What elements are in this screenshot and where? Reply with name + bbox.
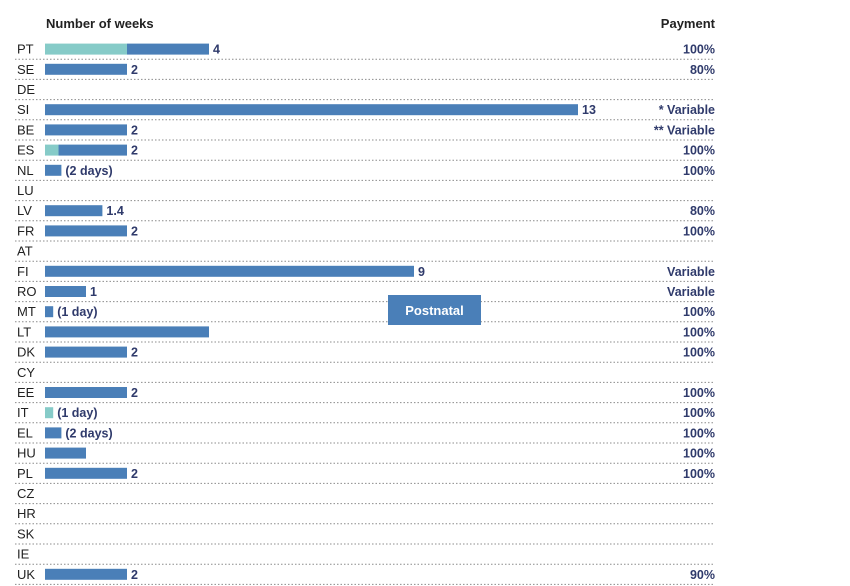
bar-main-be: [45, 124, 127, 136]
country-label-cy: CY: [17, 365, 35, 380]
country-label-be: BE: [17, 122, 35, 137]
payment-dk: 100%: [683, 346, 715, 360]
bar-main-se: [45, 63, 127, 75]
payment-it: 100%: [683, 406, 715, 420]
country-label-mt: MT: [17, 304, 36, 319]
value-label-pt: 4: [213, 43, 220, 57]
bar-main-si: [45, 104, 578, 116]
value-label-fr: 2: [131, 224, 138, 238]
payment-fi: Variable: [667, 265, 715, 279]
value-label-se: 2: [131, 63, 138, 77]
country-label-pl: PL: [17, 466, 33, 481]
value-label-ee: 2: [131, 386, 138, 400]
bar-main-nl: [45, 164, 62, 176]
bar-main-fi: [45, 265, 414, 277]
bar-secondary-pt: [45, 43, 127, 55]
value-label-uk: 2: [131, 568, 138, 582]
bar-main-es: [58, 144, 127, 156]
value-label-dk: 2: [131, 346, 138, 360]
payment-ee: 100%: [683, 386, 715, 400]
bar-main-lv: [45, 205, 103, 217]
value-label-lv: 1.4: [106, 204, 123, 218]
country-label-ro: RO: [17, 284, 37, 299]
payment-uk: 90%: [690, 568, 715, 582]
value-label-pl: 2: [131, 467, 138, 481]
bar-main-hu: [45, 447, 86, 459]
bar-main-lt: [45, 326, 209, 338]
payment-pt: 100%: [683, 43, 715, 57]
payment-mt: 100%: [683, 305, 715, 319]
payment-hu: 100%: [683, 447, 715, 461]
country-label-at: AT: [17, 244, 33, 259]
bar-secondary-it: [45, 407, 54, 419]
payment-se: 80%: [690, 63, 715, 77]
legend-postnatal: Postnatal: [388, 295, 481, 325]
country-label-cz: CZ: [17, 486, 34, 501]
payment-header: Payment: [661, 16, 716, 31]
value-label-es: 2: [131, 144, 138, 158]
value-label-el: (2 days): [65, 426, 112, 440]
value-label-si: 13: [582, 103, 596, 117]
bar-main-pl: [45, 467, 127, 479]
bar-main-pt: [127, 43, 209, 55]
value-label-ro: 1: [90, 285, 97, 299]
payment-si: * Variable: [659, 103, 715, 117]
bar-main-ee: [45, 387, 127, 398]
value-label-mt: (1 day): [57, 305, 97, 319]
payment-be: ** Variable: [654, 123, 715, 137]
payment-el: 100%: [683, 426, 715, 440]
country-label-se: SE: [17, 62, 35, 77]
country-label-uk: UK: [17, 567, 35, 582]
country-label-de: DE: [17, 82, 35, 97]
country-label-ie: IE: [17, 547, 30, 562]
bar-main-dk: [45, 346, 127, 358]
country-label-fr: FR: [17, 223, 34, 238]
bar-main-uk: [45, 568, 127, 580]
country-label-ee: EE: [17, 385, 35, 400]
country-label-hu: HU: [17, 446, 36, 461]
value-label-it: (1 day): [57, 406, 97, 420]
x-header: Number of weeks: [46, 16, 154, 31]
payment-pl: 100%: [683, 467, 715, 481]
payment-ro: Variable: [667, 285, 715, 299]
bar-main-fr: [45, 225, 127, 237]
bar-main-mt: [45, 306, 54, 318]
country-label-hr: HR: [17, 506, 36, 521]
country-label-lv: LV: [17, 203, 32, 218]
country-label-lt: LT: [17, 324, 31, 339]
payment-nl: 100%: [683, 164, 715, 178]
country-label-es: ES: [17, 143, 35, 158]
chart-rows: PT 4 100% SE 2 80% DE SI 13 * Variable BE 2 ** Varia…: [15, 42, 715, 585]
payment-es: 100%: [683, 144, 715, 158]
country-label-lu: LU: [17, 183, 34, 198]
bar-main-ro: [45, 286, 86, 297]
country-label-pt: PT: [17, 42, 34, 57]
country-label-dk: DK: [17, 345, 35, 360]
payment-fr: 100%: [683, 224, 715, 238]
country-label-sk: SK: [17, 526, 35, 541]
value-label-nl: (2 days): [65, 164, 112, 178]
bar-main-el: [45, 427, 62, 439]
value-label-be: 2: [131, 123, 138, 137]
payment-lt: 100%: [683, 325, 715, 339]
country-label-nl: NL: [17, 163, 34, 178]
country-label-it: IT: [17, 405, 29, 420]
country-label-el: EL: [17, 425, 33, 440]
bar-secondary-es: [45, 144, 59, 156]
country-label-si: SI: [17, 102, 29, 117]
payment-lv: 80%: [690, 204, 715, 218]
country-label-fi: FI: [17, 264, 29, 279]
value-label-fi: 9: [418, 265, 425, 279]
